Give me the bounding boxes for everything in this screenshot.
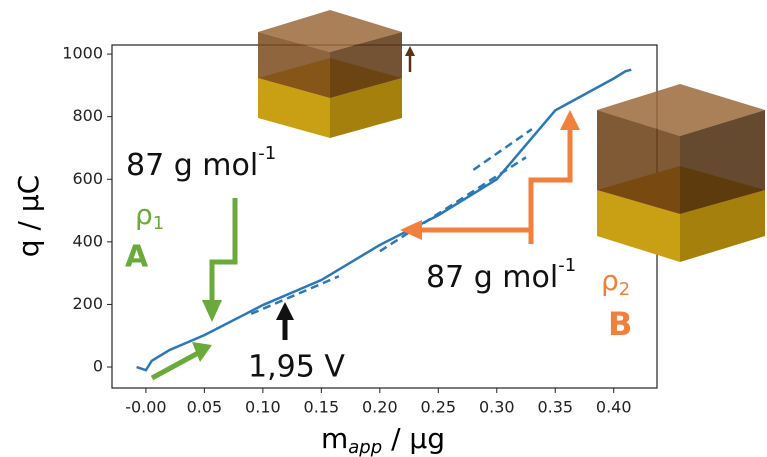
y-axis-label: q / μC — [12, 175, 45, 257]
data-line — [136, 68, 632, 372]
data-line — [472, 128, 533, 171]
y-tick-label: 200 — [72, 294, 103, 313]
y-tick-label: 0 — [93, 357, 103, 376]
data-line — [250, 275, 340, 315]
annotation: 1,95 V — [248, 350, 345, 385]
x-tick-label: 0.35 — [537, 398, 573, 417]
x-tick-label: 0.40 — [596, 398, 632, 417]
x-tick-label: 0.10 — [245, 398, 281, 417]
annotation: ρ2 — [601, 264, 630, 300]
y-tick-label: 800 — [72, 106, 103, 125]
annotation: ρ1 — [135, 198, 164, 234]
y-tick-label: 1000 — [62, 44, 103, 63]
x-tick-label: 0.25 — [420, 398, 456, 417]
x-tick-label: 0.15 — [304, 398, 340, 417]
green-arrows — [150, 198, 238, 381]
annotation: 87 g mol-1 — [126, 143, 276, 183]
black-arrow — [276, 302, 294, 340]
annotation: A — [125, 240, 149, 275]
annotation: B — [608, 305, 632, 343]
x-tick-label: 0.05 — [187, 398, 223, 417]
y-tick-label: 600 — [72, 169, 103, 188]
x-axis-label: mapp / μg — [321, 422, 445, 457]
x-tick-label: 0.20 — [362, 398, 398, 417]
annotation: 87 g mol-1 — [426, 255, 576, 295]
cube-small — [258, 10, 415, 138]
data-line — [379, 156, 527, 253]
y-tick-label: 400 — [72, 231, 103, 250]
x-tick-label: -0.00 — [125, 398, 166, 417]
orange-arrows — [400, 110, 580, 244]
cube-large — [597, 84, 765, 262]
x-tick-label: 0.30 — [479, 398, 515, 417]
